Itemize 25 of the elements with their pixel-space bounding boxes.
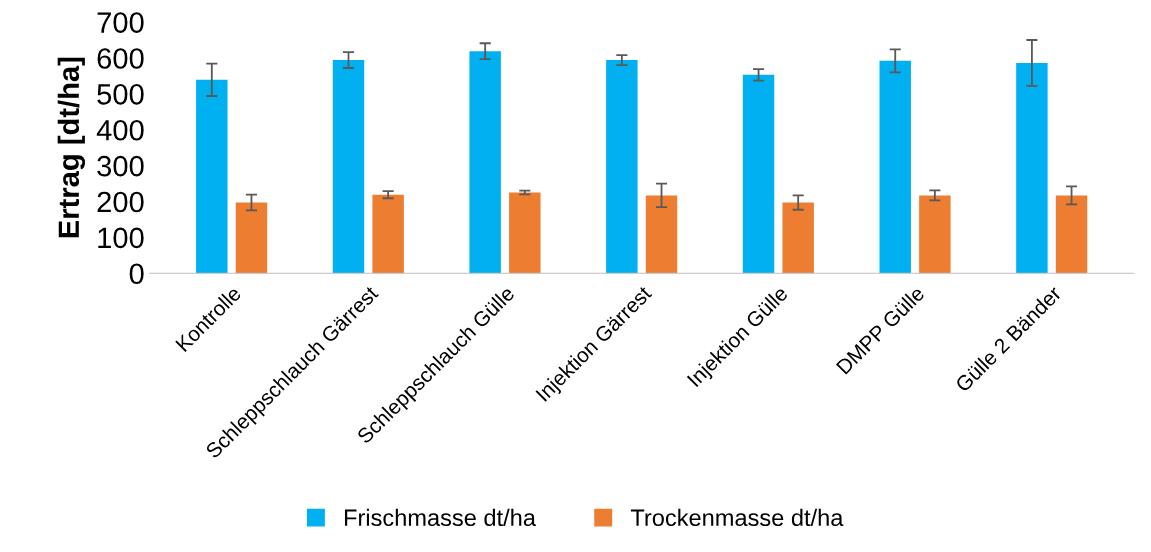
bar [645, 195, 678, 274]
legend-label: Frischmasse dt/ha [344, 508, 536, 527]
bar [919, 195, 951, 274]
bar [509, 192, 541, 274]
y-tick-label: 500 [97, 84, 144, 105]
bar [332, 60, 365, 274]
bar [372, 194, 404, 274]
bar [879, 60, 911, 274]
bar [196, 79, 228, 274]
y-tick-label: 300 [97, 155, 144, 177]
y-tick-label: 200 [97, 191, 144, 213]
y-tick-label: 100 [98, 227, 144, 249]
legend-label: Trockenmasse dt/ha [630, 508, 844, 527]
y-tick-label: 600 [97, 48, 144, 69]
bar [606, 60, 638, 274]
bar [1016, 62, 1048, 274]
y-axis-title: Ertrag [dt/ha] [57, 57, 85, 238]
bar [235, 202, 268, 274]
bar [782, 202, 814, 274]
y-tick-label: 400 [96, 119, 144, 141]
y-tick-label: 0 [129, 263, 144, 285]
bar [742, 74, 775, 274]
bar [469, 51, 501, 274]
bar [1055, 195, 1088, 274]
y-tick-label: 700 [97, 12, 144, 33]
